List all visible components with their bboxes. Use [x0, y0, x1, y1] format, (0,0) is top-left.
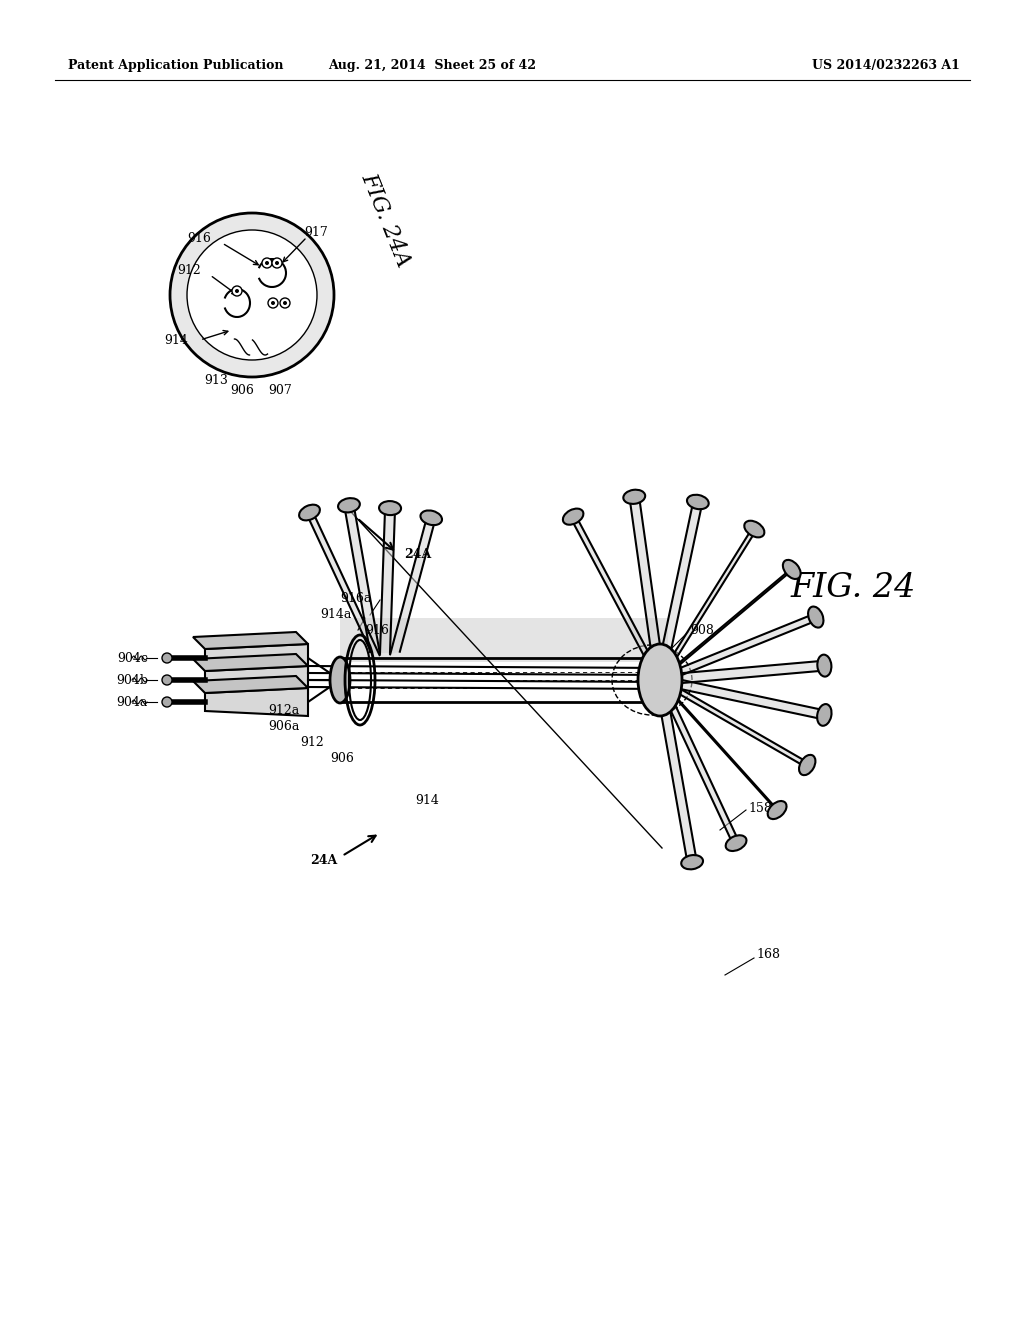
Ellipse shape	[421, 511, 442, 525]
Text: 912a: 912a	[268, 704, 299, 717]
Polygon shape	[656, 677, 781, 813]
Ellipse shape	[744, 520, 764, 537]
Polygon shape	[568, 515, 665, 682]
Text: Patent Application Publication: Patent Application Publication	[68, 58, 284, 71]
Ellipse shape	[162, 697, 172, 708]
Text: 158: 158	[748, 801, 772, 814]
Polygon shape	[340, 618, 668, 663]
Ellipse shape	[330, 657, 350, 704]
Text: 24A: 24A	[404, 549, 431, 561]
Polygon shape	[656, 565, 795, 684]
Polygon shape	[655, 500, 702, 681]
Text: 904b: 904b	[116, 673, 148, 686]
Text: FIG. 24: FIG. 24	[790, 572, 915, 605]
Circle shape	[170, 213, 334, 378]
Text: 916a: 916a	[340, 591, 372, 605]
Polygon shape	[630, 496, 665, 681]
Polygon shape	[655, 678, 697, 863]
Ellipse shape	[162, 675, 172, 685]
Circle shape	[187, 230, 317, 360]
Circle shape	[232, 286, 242, 296]
Text: 914a: 914a	[319, 609, 351, 622]
Polygon shape	[658, 612, 817, 685]
Text: 917: 917	[304, 226, 328, 239]
Polygon shape	[193, 632, 308, 649]
Polygon shape	[344, 504, 380, 653]
Ellipse shape	[162, 653, 172, 663]
Ellipse shape	[563, 508, 584, 525]
Text: 908: 908	[690, 623, 714, 636]
Text: 916: 916	[187, 231, 211, 244]
Text: 904a: 904a	[117, 696, 148, 709]
Polygon shape	[380, 508, 395, 653]
Text: 907: 907	[268, 384, 292, 397]
Text: 912: 912	[177, 264, 201, 276]
Ellipse shape	[817, 655, 831, 677]
Circle shape	[272, 257, 282, 268]
Ellipse shape	[799, 755, 815, 775]
Text: 168: 168	[756, 949, 780, 961]
Polygon shape	[305, 511, 380, 655]
Text: 906: 906	[330, 751, 354, 764]
Text: 24A: 24A	[309, 854, 337, 866]
Circle shape	[265, 261, 269, 265]
Text: 916: 916	[365, 623, 389, 636]
Text: 913: 913	[204, 374, 228, 387]
Circle shape	[283, 301, 287, 305]
Ellipse shape	[768, 801, 786, 820]
Circle shape	[262, 257, 272, 268]
Text: US 2014/0232263 A1: US 2014/0232263 A1	[812, 58, 961, 71]
Polygon shape	[657, 676, 810, 770]
Circle shape	[271, 301, 275, 305]
Ellipse shape	[624, 490, 645, 504]
Ellipse shape	[687, 495, 709, 510]
Polygon shape	[655, 527, 759, 682]
Circle shape	[234, 289, 239, 293]
Text: 912: 912	[300, 735, 324, 748]
Text: 904c: 904c	[117, 652, 148, 664]
Circle shape	[268, 298, 278, 308]
Ellipse shape	[808, 606, 823, 627]
Ellipse shape	[338, 498, 359, 512]
Ellipse shape	[817, 704, 831, 726]
Ellipse shape	[726, 836, 746, 851]
Circle shape	[275, 261, 279, 265]
Polygon shape	[205, 688, 308, 715]
Circle shape	[280, 298, 290, 308]
Text: 914: 914	[415, 793, 439, 807]
Ellipse shape	[638, 644, 682, 715]
Text: 914: 914	[164, 334, 187, 346]
Ellipse shape	[299, 504, 319, 520]
Ellipse shape	[379, 502, 401, 515]
Ellipse shape	[681, 855, 703, 870]
Text: 906a: 906a	[268, 719, 299, 733]
Polygon shape	[390, 516, 436, 655]
Text: 906: 906	[230, 384, 254, 397]
Polygon shape	[193, 653, 308, 671]
Text: FIG. 24A: FIG. 24A	[357, 169, 415, 271]
Polygon shape	[193, 676, 308, 693]
Polygon shape	[659, 675, 825, 719]
Polygon shape	[205, 644, 308, 672]
Ellipse shape	[783, 560, 801, 579]
Polygon shape	[655, 678, 740, 845]
Polygon shape	[205, 667, 308, 694]
Text: Aug. 21, 2014  Sheet 25 of 42: Aug. 21, 2014 Sheet 25 of 42	[328, 58, 536, 71]
Polygon shape	[659, 660, 824, 685]
